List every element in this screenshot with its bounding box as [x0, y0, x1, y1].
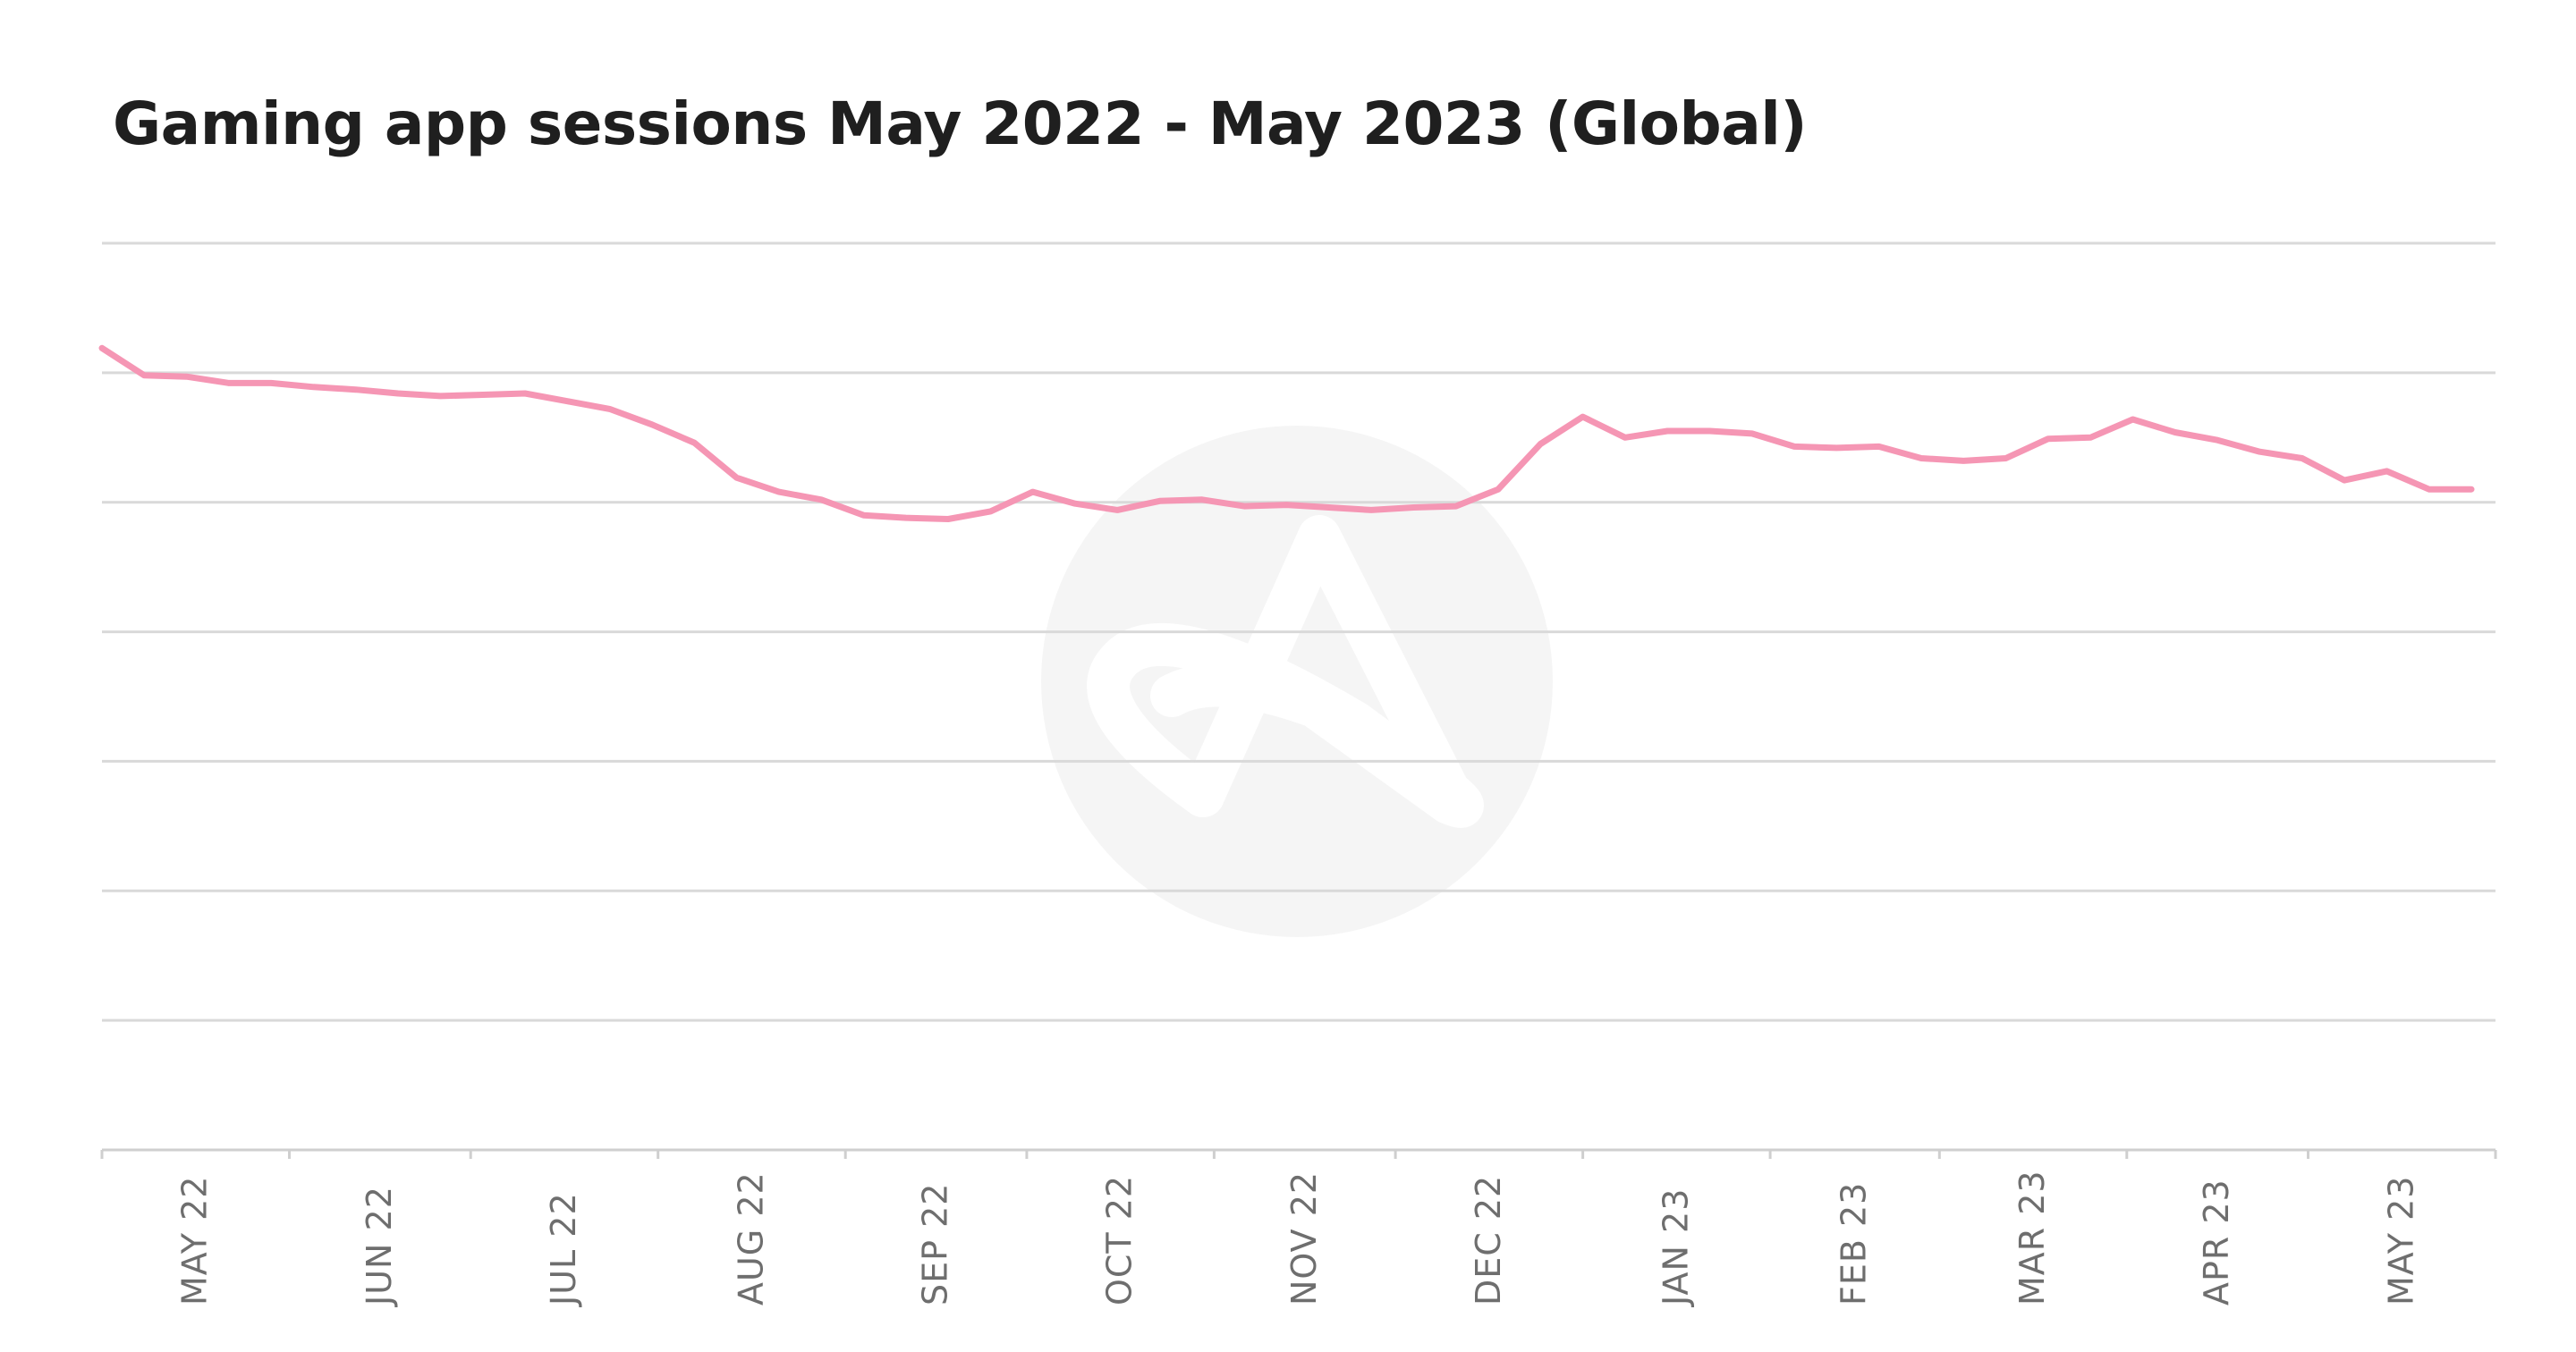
data-point: [945, 516, 952, 522]
data-point: [564, 398, 571, 404]
x-tick-label: FEB 23: [1835, 1182, 1874, 1306]
data-point: [2003, 455, 2009, 461]
data-point: [2257, 449, 2263, 455]
data-point: [141, 372, 148, 378]
data-point: [479, 392, 486, 398]
x-tick-label: JAN 23: [1656, 1188, 1695, 1307]
data-point: [99, 345, 106, 351]
data-point: [818, 496, 825, 503]
x-tick-labels: MAY 22 JUN 22 JUL 22 AUG 22 SEP 22 OCT 22 NOV …: [175, 1170, 2421, 1307]
x-tick-label: APR 23: [2197, 1179, 2236, 1306]
data-point: [1453, 503, 1459, 510]
data-point: [2299, 455, 2305, 461]
data-point: [1792, 444, 1798, 450]
data-point: [268, 380, 275, 386]
x-axis: [100, 1148, 2497, 1159]
data-point: [1538, 441, 1544, 447]
data-point: [225, 380, 232, 386]
data-point: [395, 391, 402, 397]
data-point: [775, 489, 782, 495]
data-point: [691, 440, 698, 446]
data-point: [1284, 502, 1290, 508]
brand-logo-watermark: [1041, 426, 1553, 937]
x-tick-label: AUG 22: [731, 1171, 770, 1306]
data-point: [2088, 435, 2094, 441]
data-point: [860, 512, 867, 519]
data-point: [352, 386, 359, 393]
data-point: [1114, 507, 1121, 513]
x-tick-label: OCT 22: [1100, 1175, 1140, 1306]
data-point: [310, 384, 317, 390]
data-point: [1241, 503, 1248, 510]
gridlines: [102, 241, 2496, 1022]
data-point: [1072, 501, 1079, 507]
data-point: [1707, 428, 1713, 435]
data-point: [1876, 444, 1882, 450]
data-point: [2384, 468, 2390, 474]
data-point: [183, 374, 190, 380]
data-point: [606, 406, 613, 412]
data-point: [648, 421, 655, 427]
x-tick-label: JUN 22: [360, 1186, 399, 1307]
x-tick-label: NOV 22: [1284, 1171, 1324, 1306]
data-point: [1580, 414, 1586, 420]
x-tick-label: DEC 22: [1469, 1175, 1508, 1306]
data-point: [1411, 504, 1417, 511]
data-point: [733, 475, 740, 481]
data-point: [2342, 477, 2348, 484]
data-point: [437, 393, 444, 399]
x-tick-label: MAY 23: [2381, 1176, 2420, 1306]
x-tick-label: MAR 23: [2012, 1170, 2052, 1306]
series-line: [98, 344, 2475, 522]
x-tick-label: SEP 22: [916, 1183, 955, 1306]
data-point: [1030, 489, 1036, 495]
data-point: [1834, 444, 1840, 451]
data-point: [2469, 486, 2475, 493]
x-tick-label: JUL 22: [544, 1192, 583, 1307]
data-point: [1199, 496, 1205, 503]
data-point: [522, 391, 529, 397]
data-point: [1496, 486, 1502, 493]
data-point: [2215, 437, 2221, 444]
data-point: [1919, 455, 1925, 461]
data-point: [1326, 504, 1332, 511]
data-point: [2045, 435, 2051, 442]
data-point: [1368, 507, 1375, 513]
data-point: [2172, 429, 2178, 435]
series-group: [98, 344, 2475, 522]
data-point: [1622, 435, 1628, 441]
data-point: [1665, 428, 1671, 435]
data-point: [1157, 498, 1163, 504]
data-point: [1749, 430, 1755, 436]
data-point: [987, 508, 994, 514]
data-point: [902, 515, 909, 521]
data-point: [1961, 458, 1967, 464]
chart-title: Gaming app sessions May 2022 - May 2023 …: [113, 89, 1808, 158]
x-tick-label: MAY 22: [175, 1176, 215, 1306]
data-point: [2426, 486, 2432, 493]
data-point: [2130, 417, 2136, 423]
